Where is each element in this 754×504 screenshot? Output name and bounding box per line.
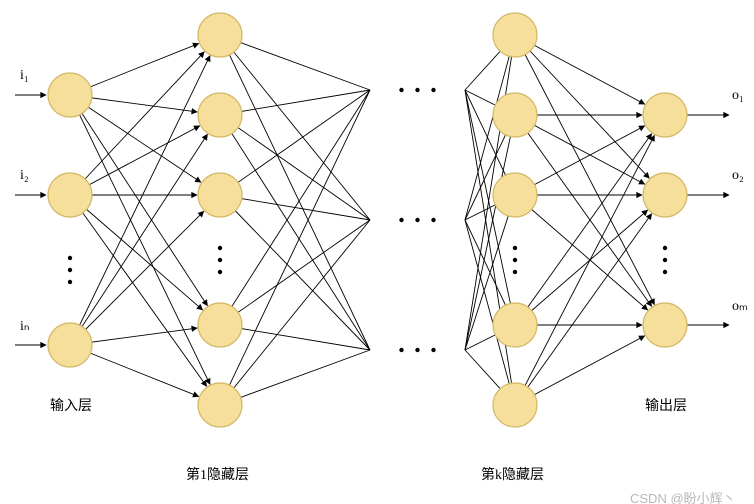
neuron-node xyxy=(643,173,687,217)
neuron-node xyxy=(198,13,242,57)
neuron-node xyxy=(493,13,537,57)
neuron-node xyxy=(48,73,92,117)
label-input-layer: 输入层 xyxy=(50,395,92,415)
label-output-layer: 输出层 xyxy=(645,395,687,415)
output-label-1: o₂ xyxy=(732,168,744,184)
watermark-text: CSDN @盼小辉丶 xyxy=(630,488,736,504)
nn-diagram-svg xyxy=(0,0,754,504)
neuron-node xyxy=(48,323,92,367)
input-label-2: iₙ xyxy=(20,318,29,335)
neuron-node xyxy=(198,303,242,347)
neuron-node xyxy=(493,173,537,217)
neuron-node xyxy=(198,173,242,217)
neuron-node xyxy=(198,383,242,427)
input-label-1: i₂ xyxy=(20,168,29,184)
output-label-2: oₘ xyxy=(732,298,748,315)
neuron-node xyxy=(643,303,687,347)
label-hiddenk-layer: 第k隐藏层 xyxy=(481,464,544,484)
neuron-node xyxy=(493,93,537,137)
neuron-node xyxy=(48,173,92,217)
label-hidden1-layer: 第1隐藏层 xyxy=(186,464,249,484)
input-label-0: i₁ xyxy=(20,68,29,84)
output-label-0: o₁ xyxy=(732,88,744,104)
edges-group xyxy=(15,35,729,405)
neuron-node xyxy=(198,93,242,137)
neuron-node xyxy=(643,93,687,137)
neuron-node xyxy=(493,303,537,347)
neuron-node xyxy=(493,383,537,427)
